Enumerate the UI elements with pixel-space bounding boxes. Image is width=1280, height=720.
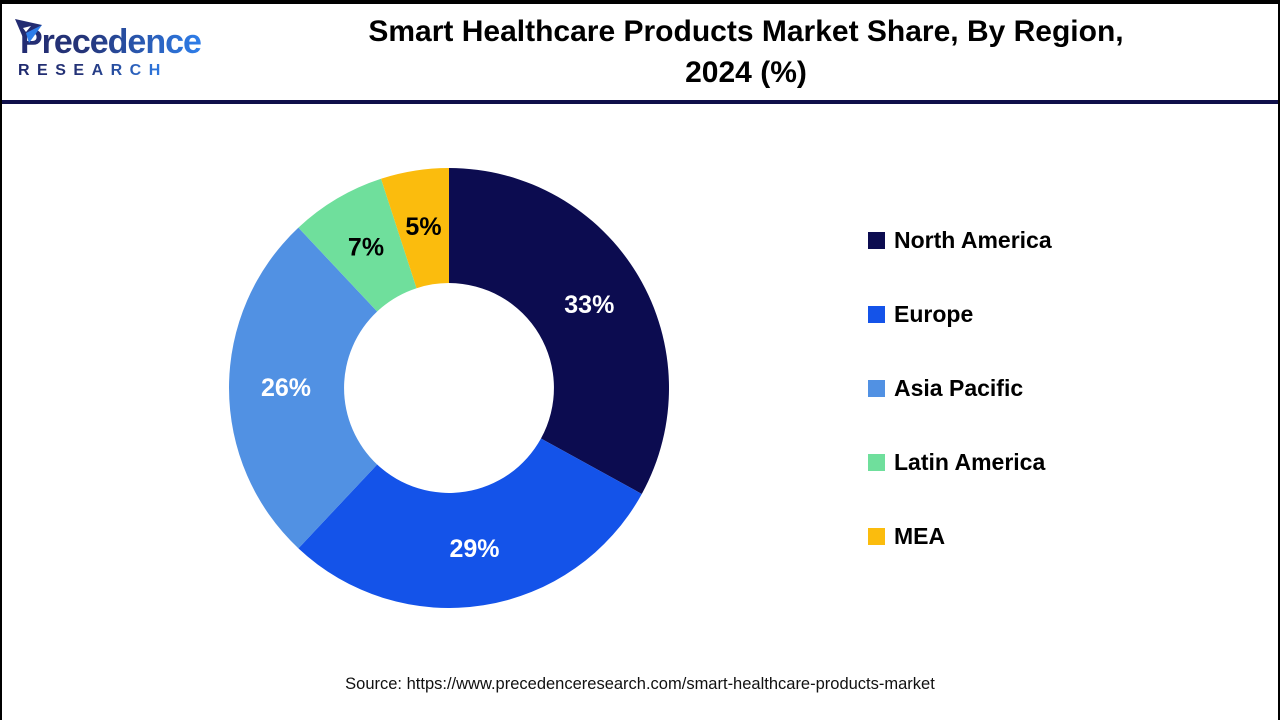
donut-data-label-asia-pacific: 26% [261,374,311,402]
donut-data-label-latin-america: 7% [348,234,384,262]
donut-chart: 33% 29% 26% 7% 5% [229,168,669,608]
logo-sub-text: RESEARCH [18,62,168,79]
legend-swatch-north-america [868,232,885,249]
legend-label-mea: MEA [894,523,946,549]
legend-item-asia-pacific: Asia Pacific [868,375,1052,401]
legend-label-asia-pacific: Asia Pacific [894,375,1024,401]
legend-label-north-america: North America [894,227,1052,253]
legend-swatch-europe [868,306,885,323]
legend-item-europe: Europe [868,301,1052,327]
source-text: Source: https://www.precedenceresearch.c… [345,675,935,693]
logo-brand-text: Precedence [20,23,202,61]
chart-title-line1: Smart Healthcare Products Market Share, … [368,15,1124,48]
donut-segment-europe [298,438,642,608]
legend-item-latin-america: Latin America [868,449,1052,475]
donut-data-label-north-america: 33% [564,291,614,319]
donut-segment-mea [381,168,449,289]
donut-segment-north-america [449,168,669,494]
header: Precedence RESEARCH Smart Healthcare Pro… [2,4,1278,104]
chart-legend: North America Europe Asia Pacific Latin Ame… [868,227,1052,598]
donut-segment-asia-pacific [229,227,378,549]
chart-area: 33% 29% 26% 7% 5% North America Europe Asia Pa… [2,104,1278,712]
precedence-research-logo: Precedence RESEARCH [15,19,220,79]
paper-plane-icon [15,19,42,43]
donut-data-label-mea: 5% [405,213,441,241]
legend-label-europe: Europe [894,301,974,327]
donut-data-label-europe: 29% [449,535,499,563]
legend-swatch-mea [868,528,885,545]
legend-item-north-america: North America [868,227,1052,253]
donut-segment-latin-america [298,178,417,312]
legend-swatch-latin-america [868,454,885,471]
legend-swatch-asia-pacific [868,380,885,397]
logo-brand-row: Precedence [15,19,202,61]
legend-label-latin-america: Latin America [894,449,1046,475]
chart-title-line2: 2024 (%) [685,56,807,89]
legend-item-mea: MEA [868,523,1052,549]
chart-title: Smart Healthcare Products Market Share, … [220,11,1278,93]
